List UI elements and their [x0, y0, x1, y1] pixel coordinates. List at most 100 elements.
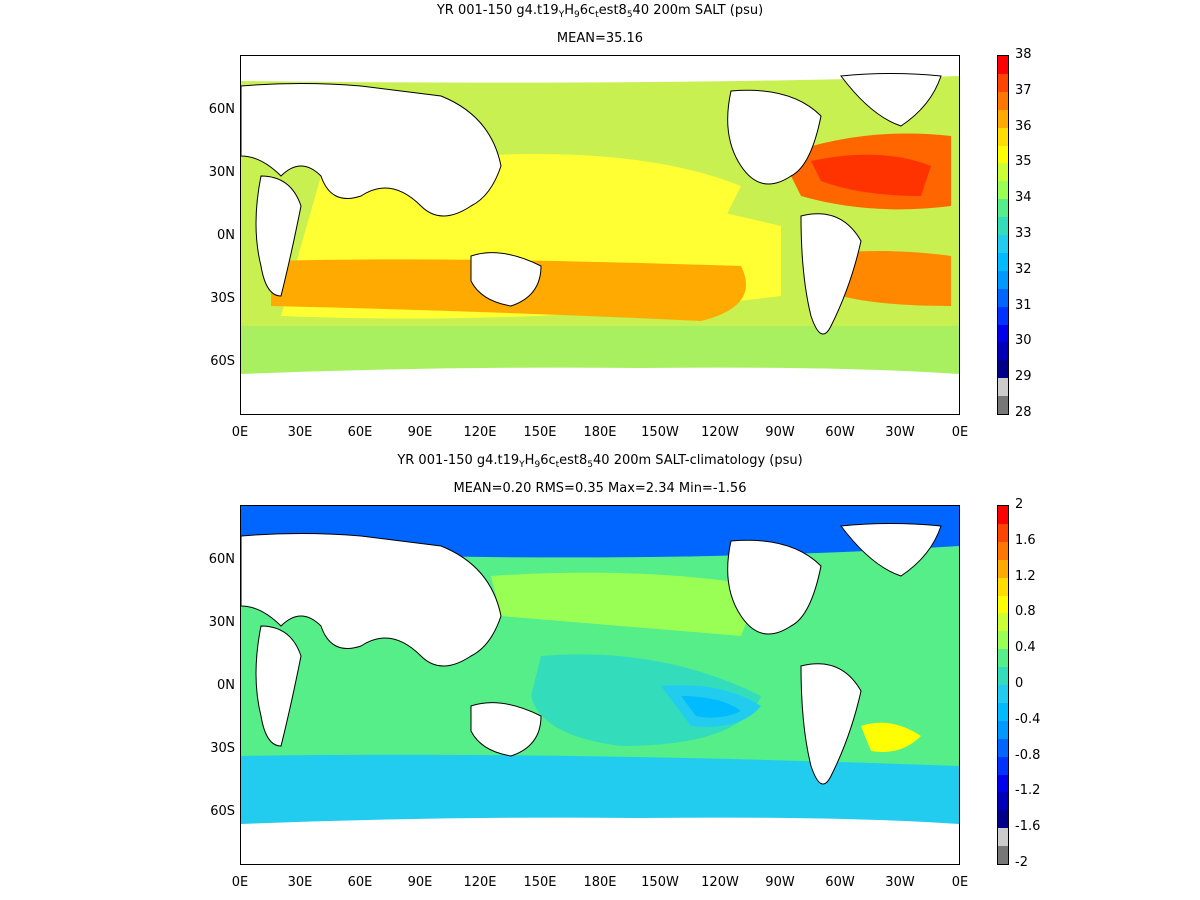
lon-tick: 30E — [287, 875, 313, 890]
colorbar-segment — [998, 378, 1008, 397]
colorbar-segment — [998, 127, 1008, 146]
colorbar-segment — [998, 756, 1008, 775]
lon-tick: 0E — [231, 425, 249, 440]
colorbar-segment — [998, 541, 1008, 561]
colorbar-segment — [998, 506, 1008, 525]
colorbar-segment — [998, 685, 1008, 704]
lon-tick: 90E — [407, 875, 433, 890]
colorbar-segment — [998, 846, 1008, 865]
lat-tick-60s: 60S — [210, 354, 235, 369]
lon-tick: 60W — [825, 875, 855, 890]
colorbar-segment — [998, 73, 1008, 93]
colorbar — [997, 55, 1009, 415]
lon-tick: 120E — [463, 875, 497, 890]
colorbar-segment — [998, 631, 1008, 650]
colorbar — [997, 505, 1009, 865]
panel-subtitle: MEAN=0.20 RMS=0.35 Max=2.34 Min=-1.56 — [453, 481, 747, 496]
colorbar-segment — [998, 792, 1008, 811]
colorbar-tick-label: -0.8 — [1015, 747, 1041, 763]
colorbar-segment — [998, 738, 1008, 758]
colorbar-segment — [998, 702, 1008, 722]
colorbar-segment — [998, 595, 1008, 614]
colorbar-segment — [998, 360, 1008, 379]
colorbar-segment — [998, 181, 1008, 200]
salinity-panel: YR 001-150 g4.t19YH96ctest8540 200m SALT… — [208, 3, 1032, 440]
lat-tick-30n: 30N — [208, 165, 235, 180]
colorbar-segment — [998, 342, 1008, 361]
anomaly-panel: YR 001-150 g4.t19YH96ctest8540 200m SALT… — [0, 450, 1200, 900]
colorbar-segment — [998, 649, 1008, 668]
colorbar-tick-label: 28 — [1015, 405, 1032, 420]
lat-tick-60s: 60S — [210, 804, 235, 819]
colorbar-segment — [998, 577, 1008, 596]
lat-tick-60n: 60N — [208, 552, 235, 567]
colorbar-tick-label: 30 — [1015, 333, 1032, 349]
colorbar-segment — [998, 109, 1008, 129]
lon-tick: 150E — [523, 875, 557, 890]
colorbar-segment — [998, 667, 1008, 686]
panel-title: YR 001-150 g4.t19YH96ctest8540 200m SALT… — [436, 3, 764, 20]
lon-tick: 60W — [825, 425, 855, 440]
lon-tick: 150E — [523, 425, 557, 440]
colorbar-segment — [998, 306, 1008, 325]
colorbar-tick-label: 0 — [1015, 676, 1024, 691]
colorbar-segment — [998, 523, 1008, 543]
lon-tick: 0E — [951, 425, 969, 440]
lon-tick: 30E — [287, 425, 313, 440]
salinity-map-field — [241, 56, 959, 414]
colorbar-tick-label: -0.4 — [1015, 711, 1041, 727]
colorbar-tick-label: 31 — [1015, 297, 1032, 313]
colorbar-segment — [998, 217, 1008, 236]
colorbar-tick-label: 37 — [1015, 82, 1032, 98]
anomaly-map-field — [241, 506, 959, 864]
colorbar-segment — [998, 396, 1008, 415]
colorbar-tick-label: 2 — [1015, 497, 1024, 512]
colorbar-tick-label: 35 — [1015, 154, 1032, 170]
lon-tick: 180E — [583, 425, 617, 440]
colorbar-tick-label: 38 — [1015, 47, 1032, 62]
colorbar-tick-label: -1.6 — [1015, 819, 1041, 835]
lon-tick: 150W — [641, 425, 679, 440]
colorbar-segment — [998, 145, 1008, 164]
colorbar-segment — [998, 810, 1008, 829]
colorbar-segment — [998, 288, 1008, 308]
colorbar-segment — [998, 324, 1008, 343]
lon-tick: 180E — [583, 875, 617, 890]
colorbar-tick-label: 32 — [1015, 261, 1032, 277]
lon-tick: 90W — [765, 425, 795, 440]
lon-tick: 60E — [347, 425, 373, 440]
panel-subtitle: MEAN=35.16 — [556, 31, 644, 46]
colorbar-segment — [998, 559, 1008, 579]
lon-tick: 90W — [765, 875, 795, 890]
lon-tick: 120W — [701, 425, 739, 440]
lon-tick: 0E — [951, 875, 969, 890]
colorbar-tick-label: 0.8 — [1015, 604, 1036, 620]
colorbar-tick-label: 0.4 — [1015, 640, 1036, 656]
colorbar-tick-label: 1.2 — [1015, 568, 1036, 584]
colorbar-segment — [998, 56, 1008, 75]
colorbar-tick-label: -2 — [1015, 855, 1028, 870]
colorbar-segment — [998, 270, 1008, 290]
lon-tick: 120W — [701, 875, 739, 890]
lat-tick-30s: 30S — [210, 741, 235, 756]
lat-tick-0n: 0N — [217, 678, 235, 693]
colorbar-segment — [998, 235, 1008, 254]
colorbar-segment — [998, 91, 1008, 111]
panel-title: YR 001-150 g4.t19YH96ctest8540 200m SALT… — [397, 453, 803, 470]
colorbar-segment — [998, 613, 1008, 632]
lon-tick: 30W — [885, 425, 915, 440]
colorbar-segment — [998, 199, 1008, 218]
anomaly-map — [240, 505, 960, 865]
lat-tick-60n: 60N — [208, 102, 235, 117]
colorbar-tick-label: 29 — [1015, 369, 1032, 385]
colorbar-tick-label: 1.6 — [1015, 532, 1036, 548]
lat-tick-0n: 0N — [217, 228, 235, 243]
colorbar-tick-label: -1.2 — [1015, 783, 1041, 799]
lat-tick-30n: 30N — [208, 615, 235, 630]
colorbar-segment — [998, 720, 1008, 740]
colorbar-tick-label: 33 — [1015, 226, 1032, 241]
salinity-map — [240, 55, 960, 415]
colorbar-segment — [998, 828, 1008, 847]
lon-tick: 30W — [885, 875, 915, 890]
colorbar-segment — [998, 252, 1008, 272]
